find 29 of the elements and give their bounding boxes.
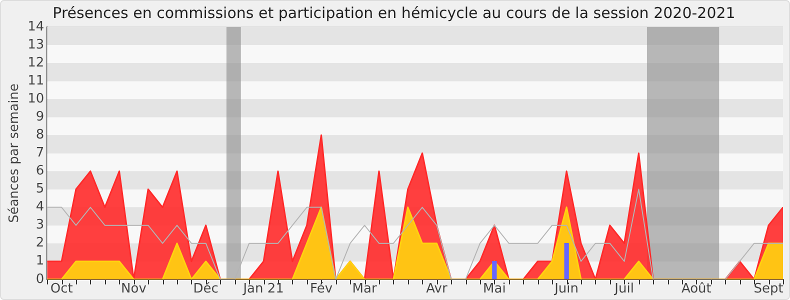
y-axis-title: Séances par semaine	[7, 83, 22, 223]
x-tick-label: Mar	[352, 282, 378, 297]
y-tick-label: 14	[28, 19, 44, 34]
x-tick-label: Oct	[50, 282, 73, 297]
chart-title: Présences en commissions et participation en hémicycle au cours de la session 2020-2021	[52, 4, 736, 22]
y-tick-label: 2	[36, 236, 44, 251]
x-tick-label: Jan 21	[242, 282, 284, 297]
y-tick-label: 4	[36, 200, 44, 215]
x-tick-label: Déc	[193, 282, 218, 297]
x-tick-label: Mai	[483, 282, 506, 297]
y-tick-label: 5	[36, 182, 44, 197]
y-tick-label: 9	[36, 110, 44, 125]
y-tick-label: 0	[36, 272, 44, 287]
y-tick-label: 8	[36, 128, 44, 143]
y-tick-label: 1	[36, 254, 44, 269]
x-tick-label: Août	[681, 282, 712, 297]
y-tick-label: 10	[28, 91, 44, 106]
x-tick-label: Fév	[310, 282, 333, 297]
x-tick-label: Nov	[121, 282, 147, 297]
y-tick-label: 6	[36, 164, 44, 179]
x-tick-label: Juin	[554, 282, 579, 297]
y-tick-label: 7	[36, 146, 44, 161]
x-tick-label: Avr	[426, 282, 448, 297]
y-tick-label: 13	[28, 37, 44, 52]
y-tick-label: 11	[28, 73, 44, 88]
x-tick-label: Sept	[754, 282, 784, 297]
y-tick-label: 12	[28, 55, 44, 70]
y-tick-label: 3	[36, 218, 44, 233]
x-tick-label: Juil	[614, 282, 634, 297]
